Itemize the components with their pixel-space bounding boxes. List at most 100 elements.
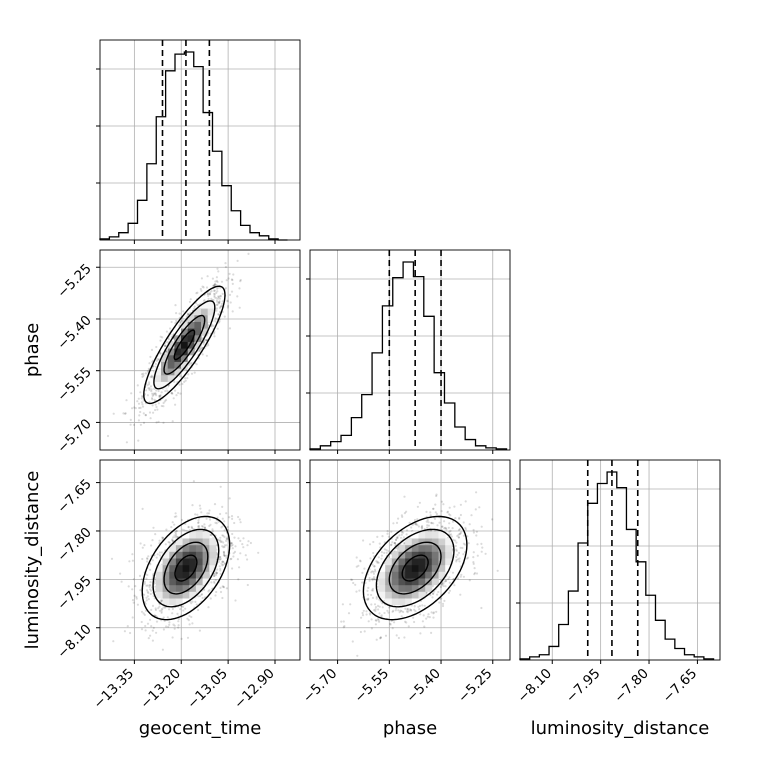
sample-point [151,404,154,407]
sample-point [174,403,177,406]
density-cell [174,328,182,336]
density-cell [182,551,190,559]
sample-point [196,303,199,306]
sample-point [146,584,149,587]
sample-point [200,593,204,596]
sample-point [229,301,232,304]
sample-point [223,544,226,547]
sample-point [212,299,215,302]
sample-point [404,620,407,623]
sample-point [448,530,451,534]
sample-point [174,304,177,307]
sample-point [213,289,216,292]
sample-point [426,615,429,618]
sample-point [372,577,375,580]
density-cell [189,571,197,579]
sample-point [417,525,420,528]
density-cell [425,531,433,539]
sample-point [375,597,378,600]
sample-point [168,541,171,544]
sample-point [405,610,409,613]
density-cell [187,321,195,329]
sample-point [221,505,224,508]
sample-point [166,389,169,392]
density-cell [187,328,195,336]
sample-point [197,521,200,525]
sample-point [213,572,216,576]
contour-0 [401,554,429,582]
sample-point [431,596,434,599]
sample-point [133,406,136,409]
sample-point [137,397,140,400]
sample-point [151,376,154,379]
sample-point [480,606,483,610]
sample-point [150,397,154,400]
sample-point [247,540,250,543]
sample-point [138,406,141,410]
sample-point [367,597,370,600]
sample-point [439,585,442,589]
sample-point [203,523,206,526]
sample-point [182,310,185,313]
sample-point [150,388,153,391]
sample-point [152,526,155,529]
sample-point [375,638,378,641]
sample-point [146,557,149,561]
sample-point [192,480,195,483]
sample-point [160,608,163,611]
density-cell [169,564,177,572]
y-axis-label-luminosity_distance: luminosity_distance [22,471,43,650]
sample-point [191,600,194,603]
sample-point [160,600,163,604]
sample-point [157,358,161,361]
sample-point [160,599,163,602]
sample-point [371,596,375,600]
sample-point [383,611,386,615]
density-cell [182,578,190,586]
sample-point [355,556,358,559]
sample-point [142,412,145,415]
sample-point [218,320,221,323]
sample-point [197,526,200,529]
sample-point [230,542,234,545]
sample-point [216,303,219,306]
sample-point [231,517,234,521]
sample-point [413,620,416,624]
sample-point [148,411,152,414]
density-cell [194,321,202,329]
sample-point [226,536,229,539]
sample-point [207,606,210,609]
sample-point [223,520,226,523]
sample-point [218,558,222,561]
density-cell [182,564,190,572]
sample-point [148,383,151,386]
sample-point [218,297,222,300]
sample-point [444,526,447,529]
sample-point [464,526,467,530]
sample-point [194,513,197,516]
sample-point [257,551,260,554]
density-cell [418,591,426,599]
sample-point [448,581,451,584]
sample-point [407,609,410,612]
sample-point [162,537,165,540]
sample-point [201,285,204,288]
sample-point [213,332,216,335]
sample-point [441,602,445,606]
sample-point [213,294,216,298]
sample-point [239,521,242,524]
sample-point [159,394,162,397]
sample-point [233,550,237,554]
sample-point [158,605,161,608]
sample-point [155,345,158,349]
sample-point [154,614,157,617]
sample-point [141,395,144,398]
sample-point [377,619,380,622]
sample-point [190,361,193,364]
histogram-geocent_time [99,51,288,241]
sample-point [185,315,188,318]
density-cell [438,558,446,566]
sample-point [171,612,174,615]
density-cell [418,538,426,546]
density-cell [431,544,439,552]
